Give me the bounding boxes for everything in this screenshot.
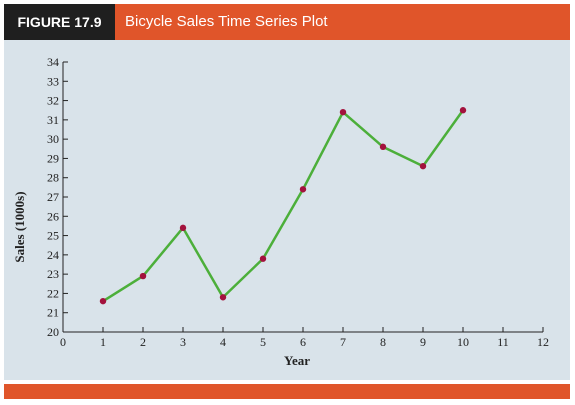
y-tick-label: 21	[47, 306, 59, 320]
data-point	[179, 224, 187, 232]
y-tick-label: 34	[47, 55, 59, 69]
y-tick-label: 32	[47, 94, 59, 108]
data-point	[419, 162, 427, 170]
x-tick-label: 6	[300, 335, 306, 349]
x-tick-label: 0	[60, 335, 66, 349]
x-tick-label: 11	[497, 335, 509, 349]
data-point	[219, 294, 227, 301]
data-point	[379, 143, 387, 151]
y-tick-label: 25	[47, 229, 59, 243]
y-tick-label: 20	[47, 325, 59, 339]
y-tick-label: 26	[47, 209, 59, 223]
figure-label: FIGURE 17.9	[4, 4, 115, 40]
x-tick-label: 5	[260, 335, 266, 349]
figure-footer	[4, 384, 570, 399]
x-tick-label: 8	[380, 335, 386, 349]
x-tick-label: 4	[220, 335, 226, 349]
data-point	[339, 108, 347, 116]
chart-panel	[4, 40, 570, 380]
data-point	[139, 272, 147, 280]
y-tick-label: 31	[47, 113, 59, 127]
y-tick-label: 27	[47, 190, 59, 204]
x-tick-label: 9	[420, 335, 426, 349]
data-point	[299, 186, 307, 193]
x-tick-label: 1	[100, 335, 106, 349]
y-axis-title: Sales (1000s)	[12, 191, 27, 262]
axes: 0 1 2 3 4 5 6 7 8 9 10 11 12202122232425262728293031…	[12, 55, 549, 368]
x-axis-title: Year	[284, 353, 310, 368]
x-tick-label: 10	[457, 335, 469, 349]
y-tick-label: 23	[47, 267, 59, 281]
data-point	[99, 297, 107, 305]
x-tick-label: 3	[180, 335, 186, 349]
data-point	[459, 107, 467, 114]
y-tick-label: 28	[47, 171, 59, 185]
y-tick-label: 22	[47, 286, 59, 300]
x-tick-label: 7	[340, 335, 346, 349]
figure-title: Bicycle Sales Time Series Plot	[125, 13, 328, 30]
x-tick-label: 2	[140, 335, 146, 349]
y-tick-label: 33	[47, 74, 59, 88]
series-line	[102, 109, 465, 303]
x-tick-label: 12	[537, 335, 549, 349]
data-point	[259, 255, 267, 262]
series-layer	[99, 107, 467, 305]
y-tick-label: 24	[47, 248, 59, 262]
y-tick-label: 29	[47, 151, 59, 165]
y-tick-label: 30	[47, 132, 59, 146]
